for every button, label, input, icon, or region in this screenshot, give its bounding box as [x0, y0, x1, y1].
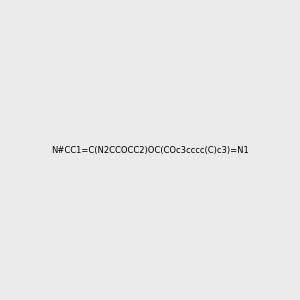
Text: N#CC1=C(N2CCOCC2)OC(COc3cccc(C)c3)=N1: N#CC1=C(N2CCOCC2)OC(COc3cccc(C)c3)=N1 — [51, 146, 249, 154]
